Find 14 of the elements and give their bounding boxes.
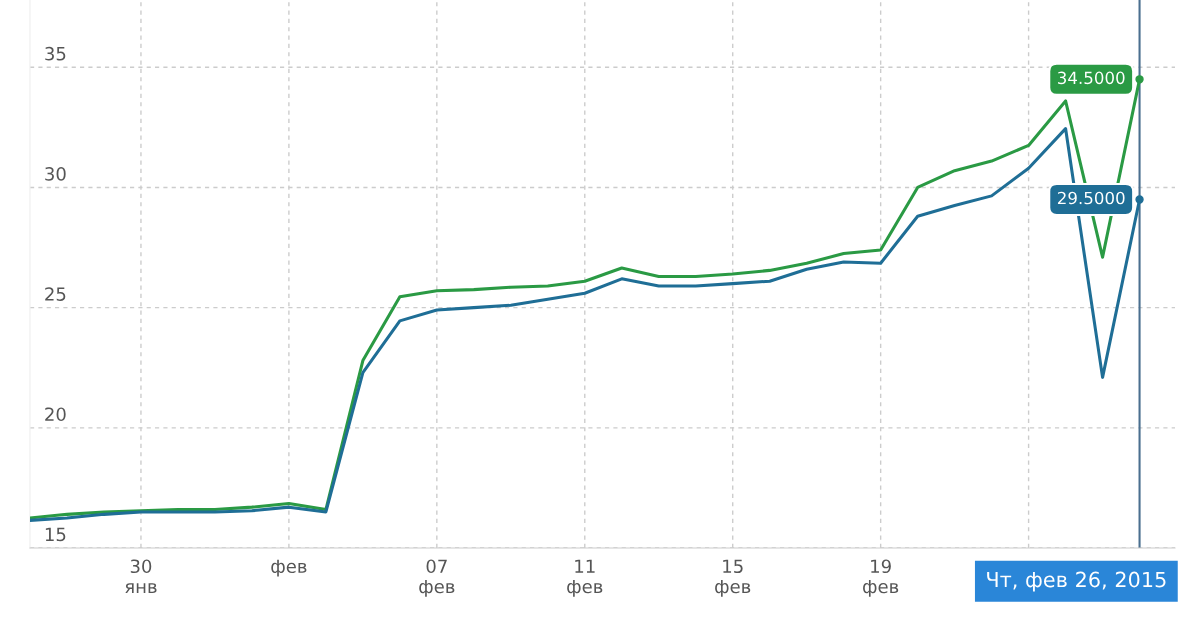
y-tick-label: 25 bbox=[45, 287, 66, 301]
x-tick-label: 19 фев bbox=[863, 559, 899, 597]
x-tick-label: 07 фев bbox=[419, 559, 455, 597]
x-tick-label: 11 фев bbox=[567, 559, 603, 597]
ref-line-label: Чт, фев 26, 2015 bbox=[987, 571, 1166, 592]
x-tick-label: 15 фев bbox=[715, 559, 751, 597]
y-tick-label: 15 bbox=[45, 527, 66, 542]
y-tick-label: 20 bbox=[45, 407, 66, 422]
y-tick-label: 30 bbox=[45, 167, 66, 181]
data-label: 29.5000 bbox=[1057, 191, 1125, 205]
x-tick-label: фев bbox=[271, 559, 307, 577]
x-tick-label: 30 янв bbox=[125, 559, 157, 594]
y-tick-label: 35 bbox=[45, 46, 66, 61]
data-label: 34.5000 bbox=[1058, 71, 1125, 85]
